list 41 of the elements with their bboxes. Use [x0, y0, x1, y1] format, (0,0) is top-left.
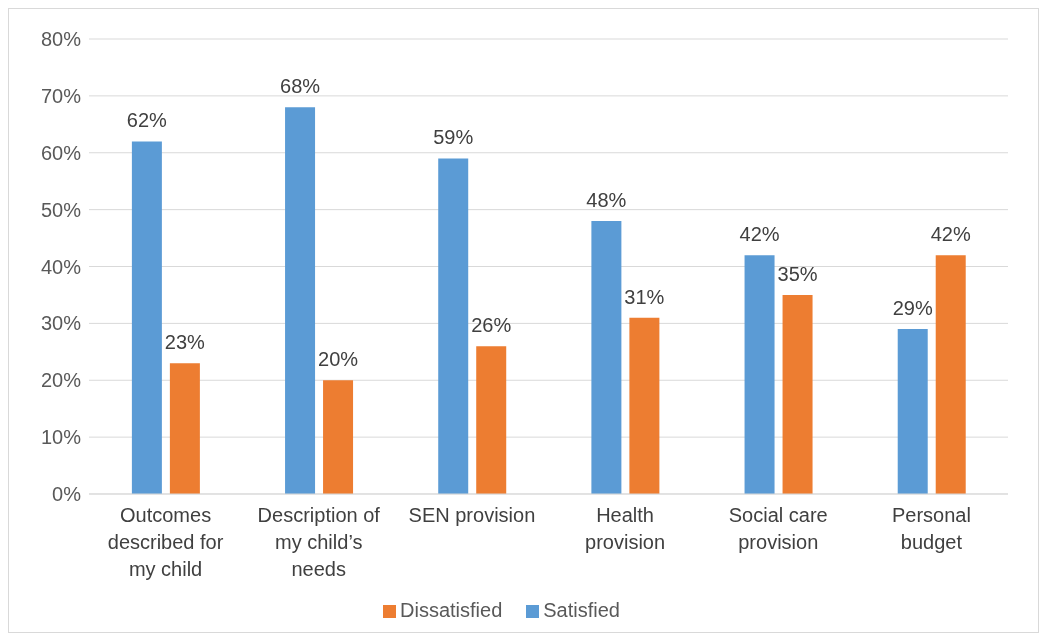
y-tick-label: 70%: [40, 84, 82, 107]
bar: [629, 317, 660, 494]
x-tick-label: Social care provision: [728, 504, 828, 553]
data-label: 26%: [471, 314, 512, 337]
legend-label: Dissatisfied: [400, 599, 503, 621]
y-tick-label: 60%: [40, 141, 82, 164]
legend-label: Satisfied: [543, 599, 620, 621]
data-label: 59%: [433, 126, 474, 149]
x-tick-label: SEN provision: [408, 504, 536, 526]
x-tick-label: Health provision: [585, 504, 666, 553]
data-label: 20%: [318, 348, 359, 371]
y-tick-label: 80%: [40, 28, 82, 51]
bar: [476, 346, 507, 494]
data-label: 48%: [586, 189, 627, 211]
data-label: 31%: [624, 285, 665, 308]
x-tick-label: Description of my child’s needs: [257, 504, 381, 580]
x-tick-label: Personal budget: [891, 504, 971, 553]
bar: [169, 363, 200, 494]
y-tick-label: 10%: [40, 426, 82, 449]
data-label: 42%: [739, 223, 780, 246]
bar: [935, 255, 966, 494]
data-label: 42%: [930, 223, 971, 246]
y-tick-label: 20%: [40, 369, 82, 392]
y-tick-label: 50%: [40, 198, 82, 221]
x-tick-label: Outcomes described for my child: [107, 504, 224, 580]
bar: [897, 329, 928, 494]
data-label: 29%: [892, 297, 933, 320]
y-tick-label: 0%: [52, 483, 82, 506]
bar: [782, 294, 813, 494]
bar: [591, 221, 622, 494]
data-label: 62%: [126, 109, 168, 132]
y-tick-label: 30%: [40, 312, 82, 335]
data-label: 23%: [164, 331, 206, 354]
bar: [131, 141, 162, 494]
data-label: 68%: [280, 75, 321, 98]
bar: [744, 255, 775, 494]
bar: [323, 380, 354, 494]
bar: [438, 158, 469, 494]
data-label: 35%: [777, 262, 818, 285]
y-tick-label: 40%: [40, 255, 82, 278]
bar: [285, 107, 316, 494]
